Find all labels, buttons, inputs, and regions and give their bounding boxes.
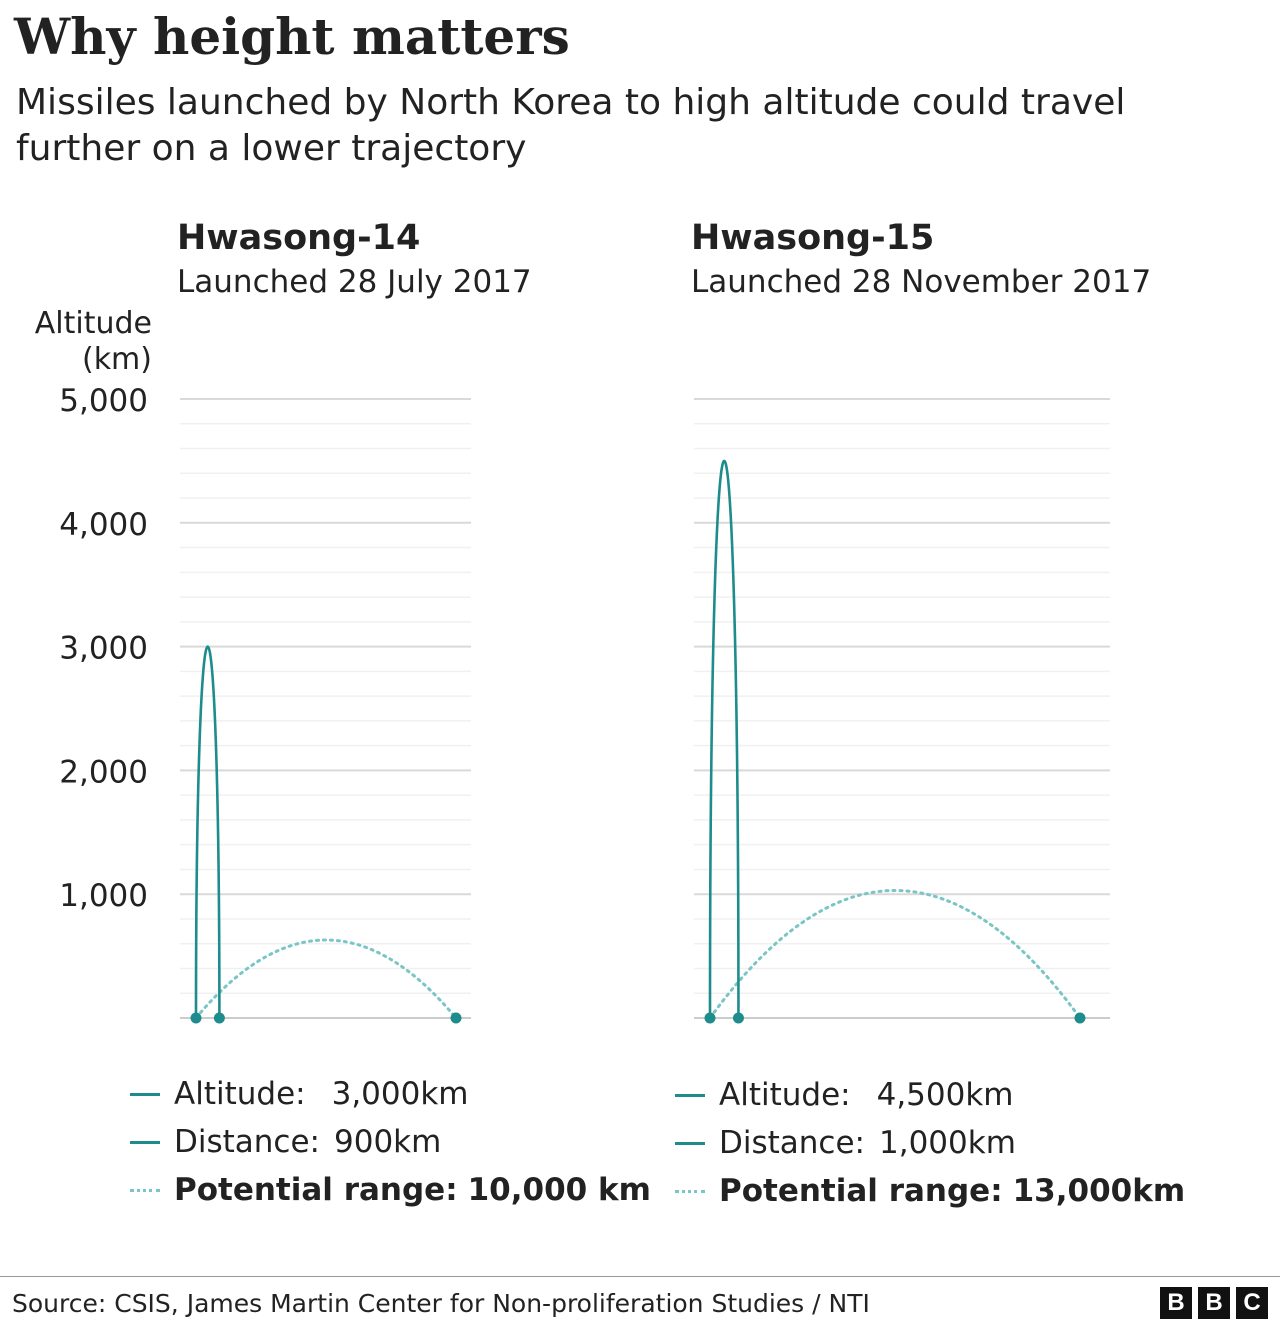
- legend-swatch-solid: [130, 1093, 160, 1096]
- legend-label: Altitude:: [719, 1077, 851, 1113]
- trajectory-chart: 1,000 2,000 3,000 4,000 5,000: [59, 383, 1110, 1024]
- launch-point: [704, 1012, 716, 1024]
- potential-range-arc: [708, 888, 1082, 1020]
- logo-letter: B: [1198, 1287, 1230, 1319]
- legend-label: Potential range:: [174, 1172, 458, 1208]
- legend-swatch-solid: [675, 1094, 705, 1097]
- actual-trajectory-line: [194, 645, 221, 1019]
- legend-value: 1,000km: [879, 1125, 1016, 1161]
- y-axis-label-line-1: Altitude: [34, 306, 152, 341]
- chart-title: Why height matters: [14, 7, 570, 66]
- bbc-logo: B B C: [1160, 1287, 1268, 1319]
- actual-trajectory-line: [708, 459, 740, 1019]
- y-axis-label: Altitude (km): [0, 306, 152, 378]
- panel-2-title: Hwasong-15: [691, 218, 935, 258]
- y-tick-label: 4,000: [59, 507, 148, 543]
- potential-range-endpoint: [1074, 1012, 1086, 1024]
- panel-1-date: Launched 28 July 2017: [177, 264, 532, 300]
- logo-letter: C: [1236, 1287, 1268, 1319]
- y-axis-label-line-2: (km): [81, 342, 152, 377]
- legend-swatch-dotted: [130, 1189, 160, 1192]
- y-tick-label: 2,000: [59, 754, 148, 790]
- legend-value: 4,500km: [876, 1077, 1014, 1113]
- panel-2-date: Launched 28 November 2017: [691, 264, 1152, 300]
- y-tick-label: 5,000: [59, 383, 148, 419]
- legend-label: Distance:: [174, 1124, 320, 1160]
- legend-value: 13,000km: [1012, 1173, 1186, 1209]
- chart-subtitle: Missiles launched by North Korea to high…: [16, 82, 1126, 169]
- landing-point: [732, 1012, 744, 1024]
- launch-point: [190, 1012, 202, 1024]
- legend-label: Potential range:: [719, 1173, 1003, 1209]
- legend-label: Distance:: [719, 1125, 865, 1161]
- source-note: Source: CSIS, James Martin Center for No…: [12, 1289, 870, 1318]
- legend-label: Altitude:: [174, 1076, 306, 1112]
- landing-point: [213, 1012, 225, 1024]
- y-tick-label: 1,000: [59, 878, 148, 914]
- legend-swatch-solid: [675, 1142, 705, 1145]
- potential-range-endpoint: [450, 1012, 462, 1024]
- legend-value: 10,000 km: [467, 1172, 651, 1208]
- potential-range-arc: [194, 938, 458, 1020]
- legend-value: 3,000km: [331, 1076, 469, 1112]
- y-tick-label: 3,000: [59, 631, 148, 667]
- legend-swatch-solid: [130, 1141, 160, 1144]
- footer-divider: [0, 1276, 1280, 1277]
- panel-1-title: Hwasong-14: [177, 218, 421, 258]
- legend-value: 900km: [334, 1124, 442, 1160]
- logo-letter: B: [1160, 1287, 1192, 1319]
- legend-swatch-dotted: [675, 1190, 705, 1193]
